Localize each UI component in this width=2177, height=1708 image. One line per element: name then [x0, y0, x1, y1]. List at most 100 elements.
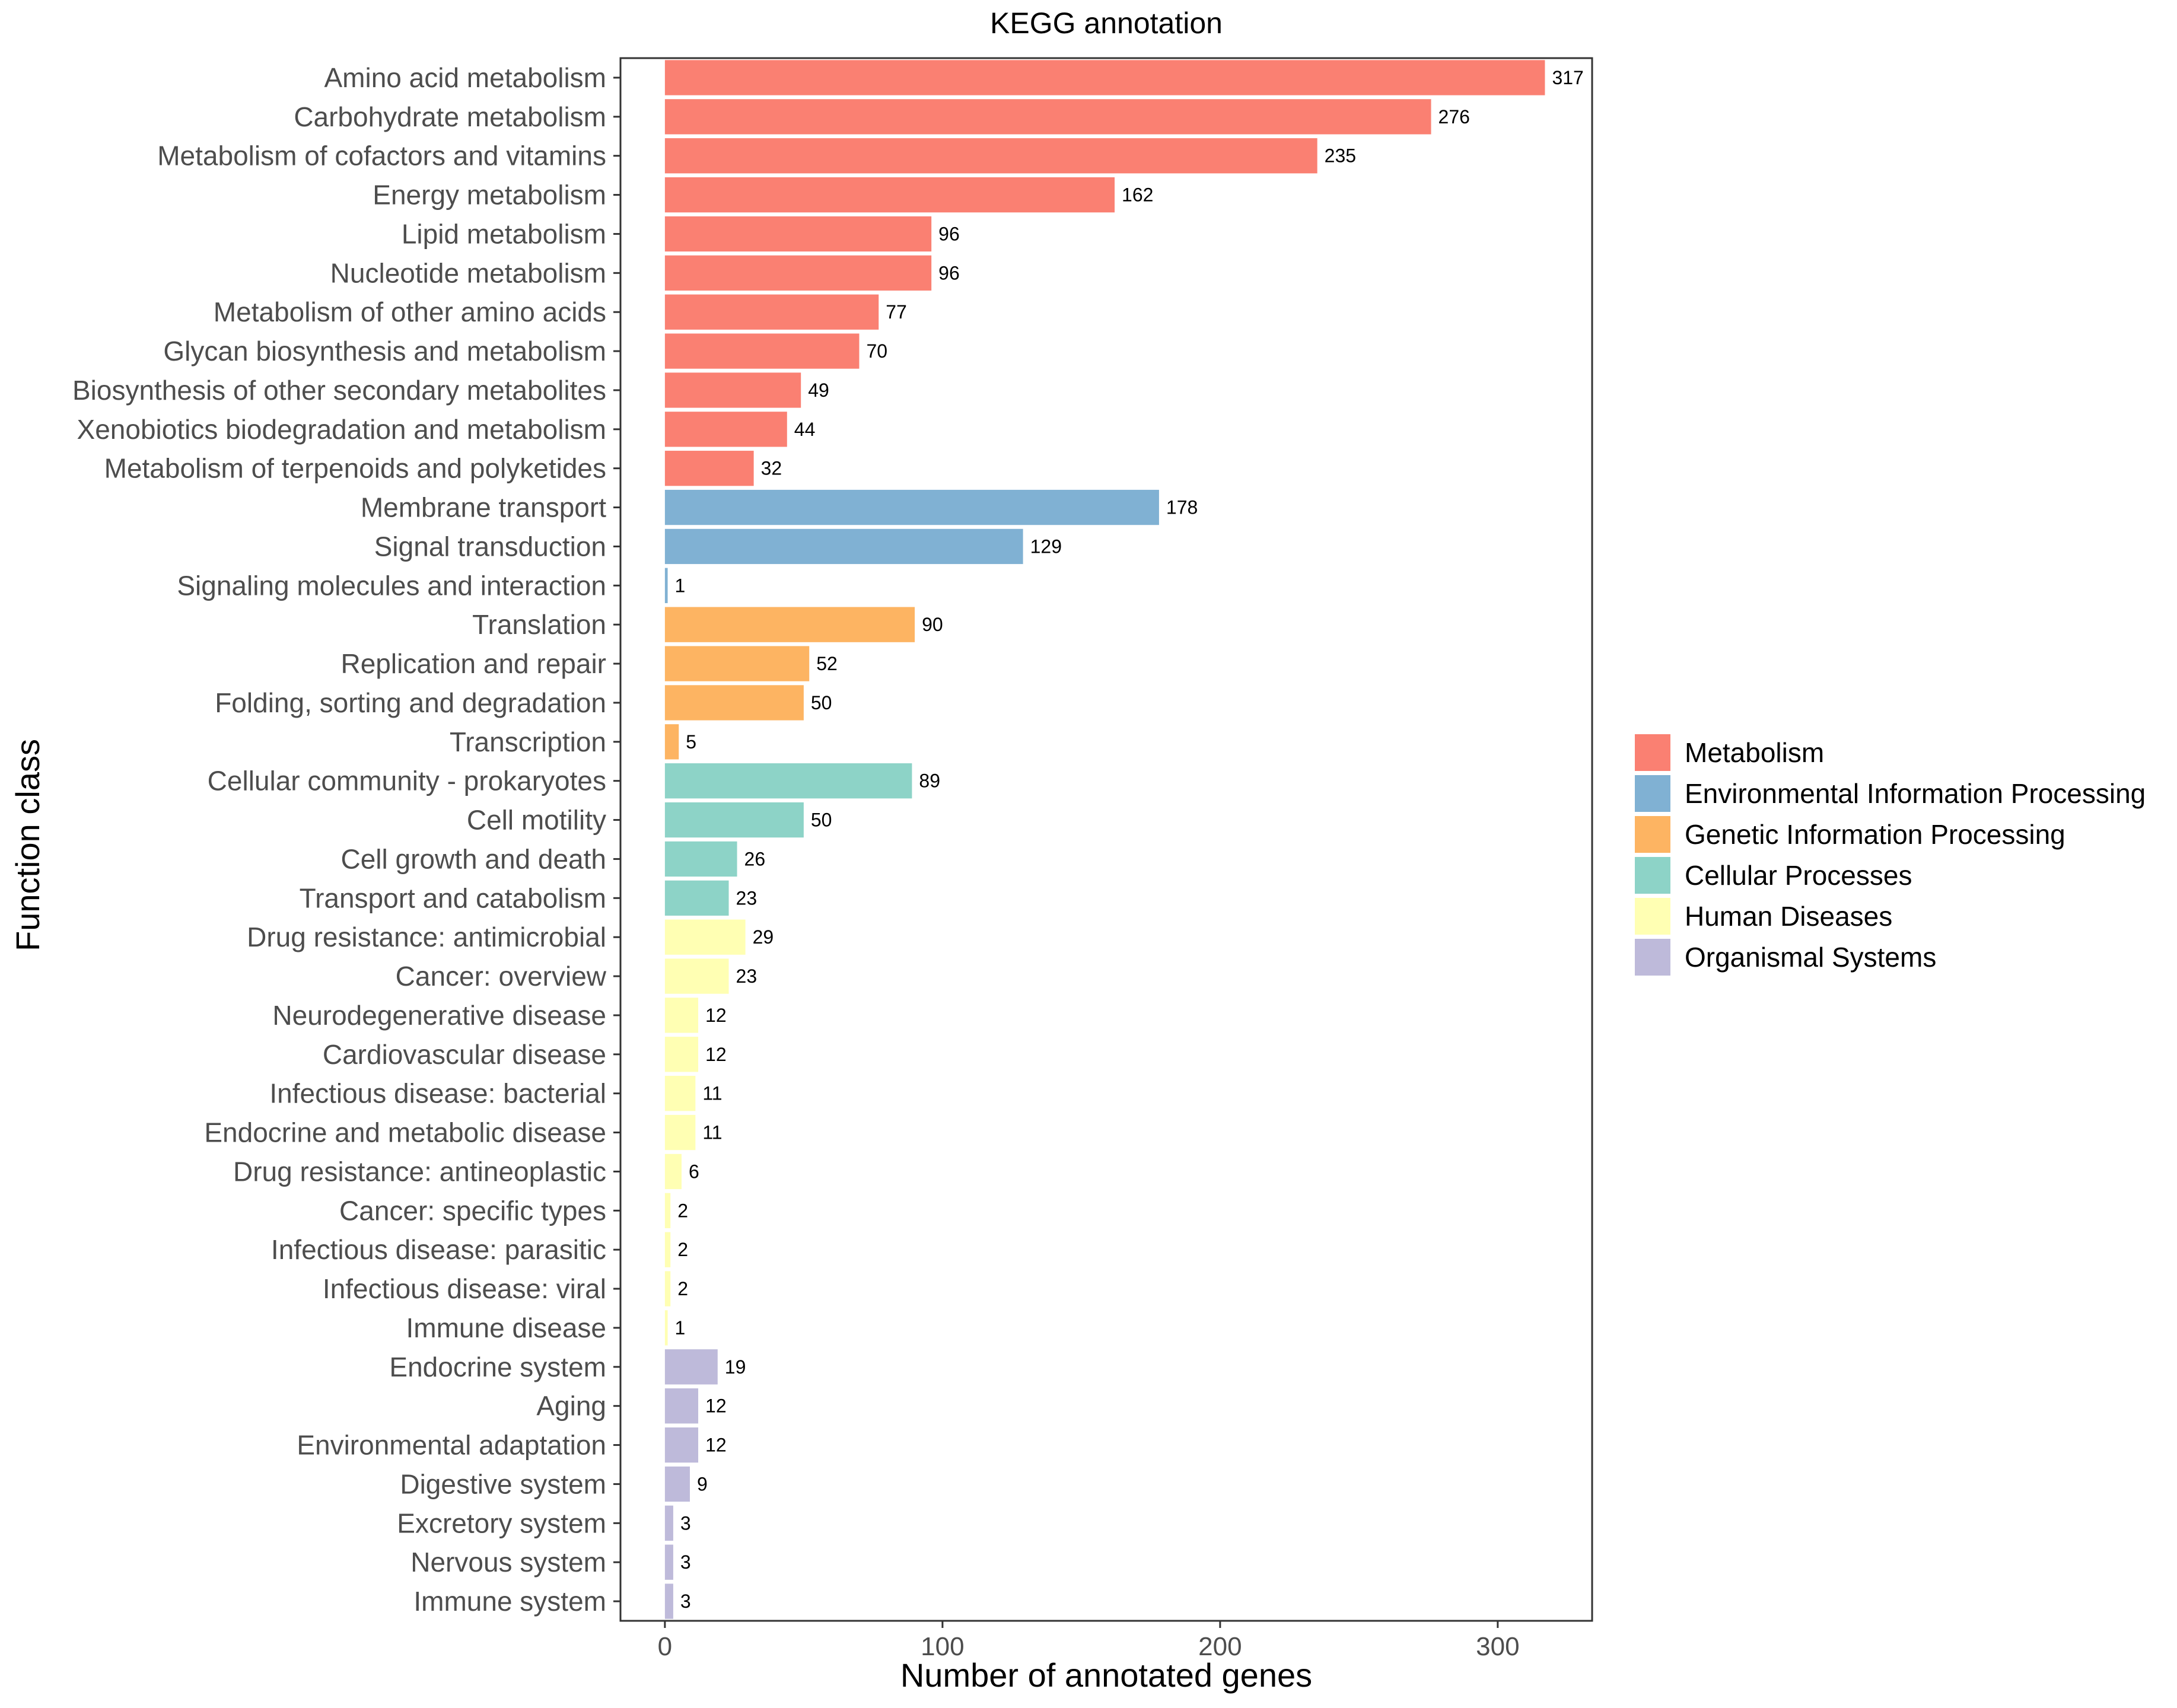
- bar: [664, 138, 1317, 174]
- bar: [664, 1114, 696, 1151]
- bar-value-label: 52: [816, 653, 838, 674]
- category-label: Excretory system: [397, 1508, 606, 1538]
- bar-value-label: 32: [761, 458, 782, 479]
- bar-value-label: 12: [705, 1044, 727, 1065]
- category-label: Folding, sorting and degradation: [215, 687, 606, 718]
- legend-swatch: [1635, 816, 1670, 853]
- bar: [664, 724, 679, 760]
- x-tick-label: 0: [658, 1632, 672, 1661]
- category-label: Nucleotide metabolism: [330, 257, 606, 288]
- legend-swatch: [1635, 734, 1670, 771]
- bar: [664, 255, 932, 291]
- category-label: Metabolism of other amino acids: [214, 297, 606, 327]
- bar: [664, 372, 801, 408]
- bar-value-label: 26: [744, 848, 766, 869]
- category-label: Infectious disease: bacterial: [269, 1078, 606, 1109]
- bar: [664, 1271, 671, 1307]
- bar-value-label: 50: [811, 692, 832, 713]
- bar-value-label: 12: [705, 1005, 727, 1026]
- bar: [664, 1076, 696, 1111]
- bar: [664, 412, 787, 447]
- category-label: Endocrine system: [389, 1352, 606, 1382]
- bar: [664, 60, 1545, 95]
- bar: [664, 1388, 699, 1424]
- bar-value-label: 5: [686, 731, 696, 753]
- bar-value-label: 3: [680, 1512, 691, 1534]
- bar-value-label: 2: [677, 1278, 688, 1299]
- bar-value-label: 49: [808, 380, 829, 401]
- bar-value-label: 3: [680, 1551, 691, 1573]
- bar: [664, 528, 1023, 565]
- category-label: Cancer: overview: [396, 961, 607, 992]
- category-label: Digestive system: [400, 1468, 606, 1499]
- legend-label: Human Diseases: [1685, 901, 1892, 932]
- bar-value-label: 12: [705, 1395, 727, 1417]
- bar-value-label: 6: [689, 1161, 699, 1182]
- bar: [664, 99, 1431, 135]
- bar: [664, 958, 729, 994]
- category-label: Glycan biosynthesis and metabolism: [163, 336, 606, 367]
- bar-value-label: 235: [1325, 145, 1356, 167]
- bar: [664, 607, 915, 642]
- bar-value-label: 178: [1166, 497, 1198, 518]
- bar-value-label: 162: [1122, 184, 1153, 206]
- bar: [664, 1193, 671, 1228]
- bar-value-label: 12: [705, 1435, 727, 1456]
- chart-title: KEGG annotation: [990, 7, 1223, 40]
- bar-value-label: 1: [675, 575, 686, 596]
- bar: [664, 1153, 682, 1190]
- bar: [664, 568, 668, 603]
- category-label: Metabolism of terpenoids and polyketides: [104, 453, 606, 484]
- legend-label: Cellular Processes: [1685, 860, 1912, 891]
- legend-label: Metabolism: [1685, 737, 1824, 768]
- bar-value-label: 96: [938, 223, 960, 244]
- category-label: Infectious disease: parasitic: [271, 1234, 606, 1265]
- bar-value-label: 11: [702, 1122, 722, 1143]
- legend-label: Environmental Information Processing: [1685, 778, 2146, 809]
- bar-value-label: 19: [725, 1356, 746, 1378]
- category-labels: Amino acid metabolism Carbohydrate metabo…: [72, 62, 607, 1617]
- x-tick-label: 100: [921, 1632, 964, 1661]
- category-label: Carbohydrate metabolism: [294, 101, 606, 132]
- bar-value-label: 96: [938, 262, 960, 283]
- legend-swatch: [1635, 857, 1670, 894]
- y-tick-marks: [613, 77, 620, 1602]
- category-label: Infectious disease: viral: [323, 1273, 606, 1304]
- legend-label: Organismal Systems: [1685, 942, 1936, 973]
- bar-value-label: 77: [886, 301, 907, 323]
- category-label: Immune system: [413, 1586, 606, 1617]
- bar: [664, 880, 729, 916]
- bar: [664, 998, 699, 1033]
- bar-value-label: 9: [697, 1473, 708, 1494]
- category-label: Cardiovascular disease: [323, 1039, 606, 1070]
- bar: [664, 294, 879, 330]
- bar: [664, 841, 737, 877]
- bar: [664, 1544, 673, 1580]
- x-axis: 0 100 200 300: [658, 1621, 1520, 1661]
- legend-swatch: [1635, 775, 1670, 812]
- legend-label: Genetic Information Processing: [1685, 819, 2065, 850]
- bar-value-label: 317: [1552, 67, 1583, 88]
- bar: [664, 333, 860, 369]
- category-label: Energy metabolism: [373, 180, 606, 211]
- category-label: Xenobiotics biodegradation and metabolis…: [77, 414, 606, 445]
- bar-value-label: 44: [794, 419, 816, 440]
- bar-value-label: 23: [736, 965, 758, 987]
- bar-value-label: 89: [919, 770, 940, 792]
- bar-value-label: 70: [866, 340, 887, 362]
- category-label: Nervous system: [410, 1547, 606, 1578]
- category-label: Drug resistance: antimicrobial: [247, 922, 606, 952]
- bar-value-label: 11: [702, 1083, 722, 1104]
- category-label: Aging: [536, 1391, 606, 1422]
- category-label: Metabolism of cofactors and vitamins: [157, 141, 606, 171]
- y-axis-title: Function class: [9, 739, 46, 951]
- plot-panel-border: [619, 57, 1593, 1622]
- category-label: Lipid metabolism: [402, 218, 606, 249]
- category-label: Immune disease: [406, 1312, 607, 1343]
- bar: [664, 177, 1115, 213]
- category-label: Cell growth and death: [340, 843, 606, 874]
- bar-value-label: 1: [675, 1317, 686, 1339]
- legend-swatch: [1635, 898, 1670, 935]
- category-label: Cancer: specific types: [339, 1195, 606, 1226]
